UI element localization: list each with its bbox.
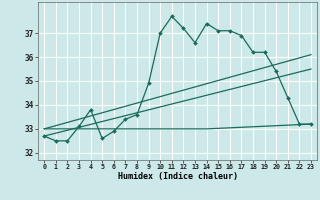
X-axis label: Humidex (Indice chaleur): Humidex (Indice chaleur) bbox=[118, 172, 238, 181]
